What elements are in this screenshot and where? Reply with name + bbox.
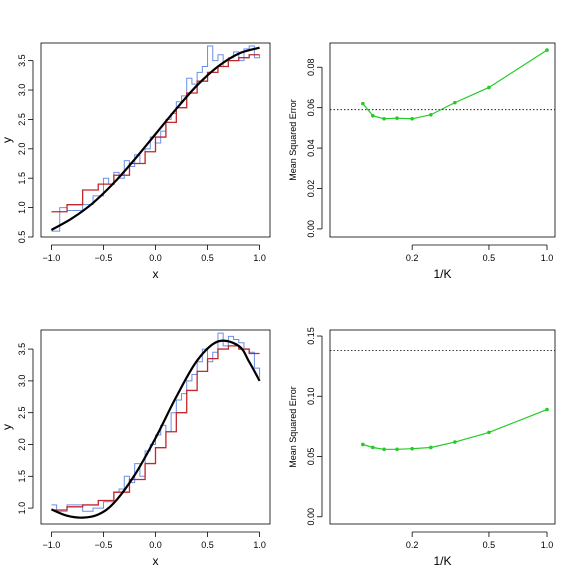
plot-data [330,48,555,121]
mse-point [453,440,457,444]
y-tick-label: 2.0 [17,143,27,156]
y-tick-label: 0.00 [306,220,316,238]
x-tick-label: 0.5 [483,253,496,263]
x-tick-label: −0.5 [95,540,113,550]
x-tick-label: 0.2 [406,540,419,550]
x-axis-label: 1/K [433,267,451,281]
true-function-curve [50,46,260,231]
mse-point [545,48,549,52]
mse-point [361,101,365,106]
x-tick-label: 1.0 [541,253,554,263]
x-tick-label: 0.5 [201,253,214,263]
mse-point [429,445,433,450]
plot-frame [329,42,556,238]
x-axis-label: 1/K [433,554,451,568]
x-tick-label: 1.0 [253,253,266,263]
y-tick-label: 1.5 [17,470,27,483]
y-tick-label: 2.0 [17,438,27,451]
x-tick-label: 0.0 [149,540,162,550]
x-axis-label: x [153,267,159,281]
y-tick-label: 3.0 [17,84,27,97]
x-tick-label: −0.5 [95,253,113,263]
y-axis-label: y [0,137,14,143]
x-tick-label: 0.5 [483,540,496,550]
y-tick-label: 2.5 [17,113,27,126]
y-tick-label: 0.08 [306,58,316,76]
mse-point [545,407,549,412]
mse-point [429,112,433,117]
mse-line [362,49,548,120]
mse-point [410,446,414,451]
plot-data [50,45,261,232]
x-tick-label: 0.0 [149,253,162,263]
y-tick-label: 0.10 [306,388,316,406]
x-tick-label: 1.0 [253,540,266,550]
y-axis-label: y [0,424,14,430]
x-tick-label: −1.0 [43,253,61,263]
y-tick-label: 1.0 [17,502,27,515]
panel-3: −1.0 −0.5 0.0 0.5 1.0 x 1.0 1.5 2.0 2.5 3.0 3.5 y [0,329,271,568]
red-step-line [51,54,260,213]
x-tick-label: 1.0 [541,540,554,550]
x-tick-label: −1.0 [43,540,61,550]
mse-point [361,442,365,447]
panel-1: −1.0 −0.5 0.0 0.5 1.0 x 0.5 1.0 1.5 2.0 2.5 3.0 3.5 y [0,42,271,281]
y-tick-label: 0.15 [306,327,316,345]
y-axis-label: Mean Squared Error [288,386,298,468]
plot-frame [40,329,271,525]
y-tick-label: 1.5 [17,172,27,185]
plot-data [50,332,261,519]
mse-point [453,100,457,105]
plot-frame [40,42,271,238]
panel-4: 0.2 0.5 1.0 1/K 0.00 0.05 0.10 0.15 Mean Squared… [288,327,556,568]
y-tick-label: 0.00 [306,508,316,526]
mse-point [487,85,491,90]
mse-point [487,430,491,435]
y-tick-label: 0.04 [306,139,316,157]
mse-point [370,445,375,450]
y-tick-label: 1.0 [17,201,27,214]
y-tick-label: 0.05 [306,448,316,466]
mse-point [382,116,386,121]
blue-step-line [51,332,261,512]
mse-point [395,116,399,120]
y-tick-label: 0.06 [306,99,316,117]
mse-point [382,447,386,452]
mse-point [370,113,375,118]
y-tick-label: 3.0 [17,375,27,388]
x-tick-label: 0.5 [201,540,214,550]
y-tick-label: 0.02 [306,180,316,198]
y-tick-label: 0.5 [17,231,27,244]
y-tick-label: 3.5 [17,54,27,67]
plot-frame [329,329,556,525]
y-tick-label: 2.5 [17,406,27,419]
true-function-curve [50,339,261,519]
plot-data [330,350,555,452]
mse-point [410,116,414,121]
panel-2: 0.2 0.5 1.0 1/K 0.00 0.02 0.04 0.06 0.08 Mean Squ… [288,42,556,281]
y-axis-label: Mean Squared Error [288,99,298,181]
x-axis-label: x [153,554,159,568]
y-tick-label: 3.5 [17,343,27,356]
mse-point [395,447,399,452]
red-step-line [51,345,260,511]
x-tick-label: 0.2 [406,253,419,263]
